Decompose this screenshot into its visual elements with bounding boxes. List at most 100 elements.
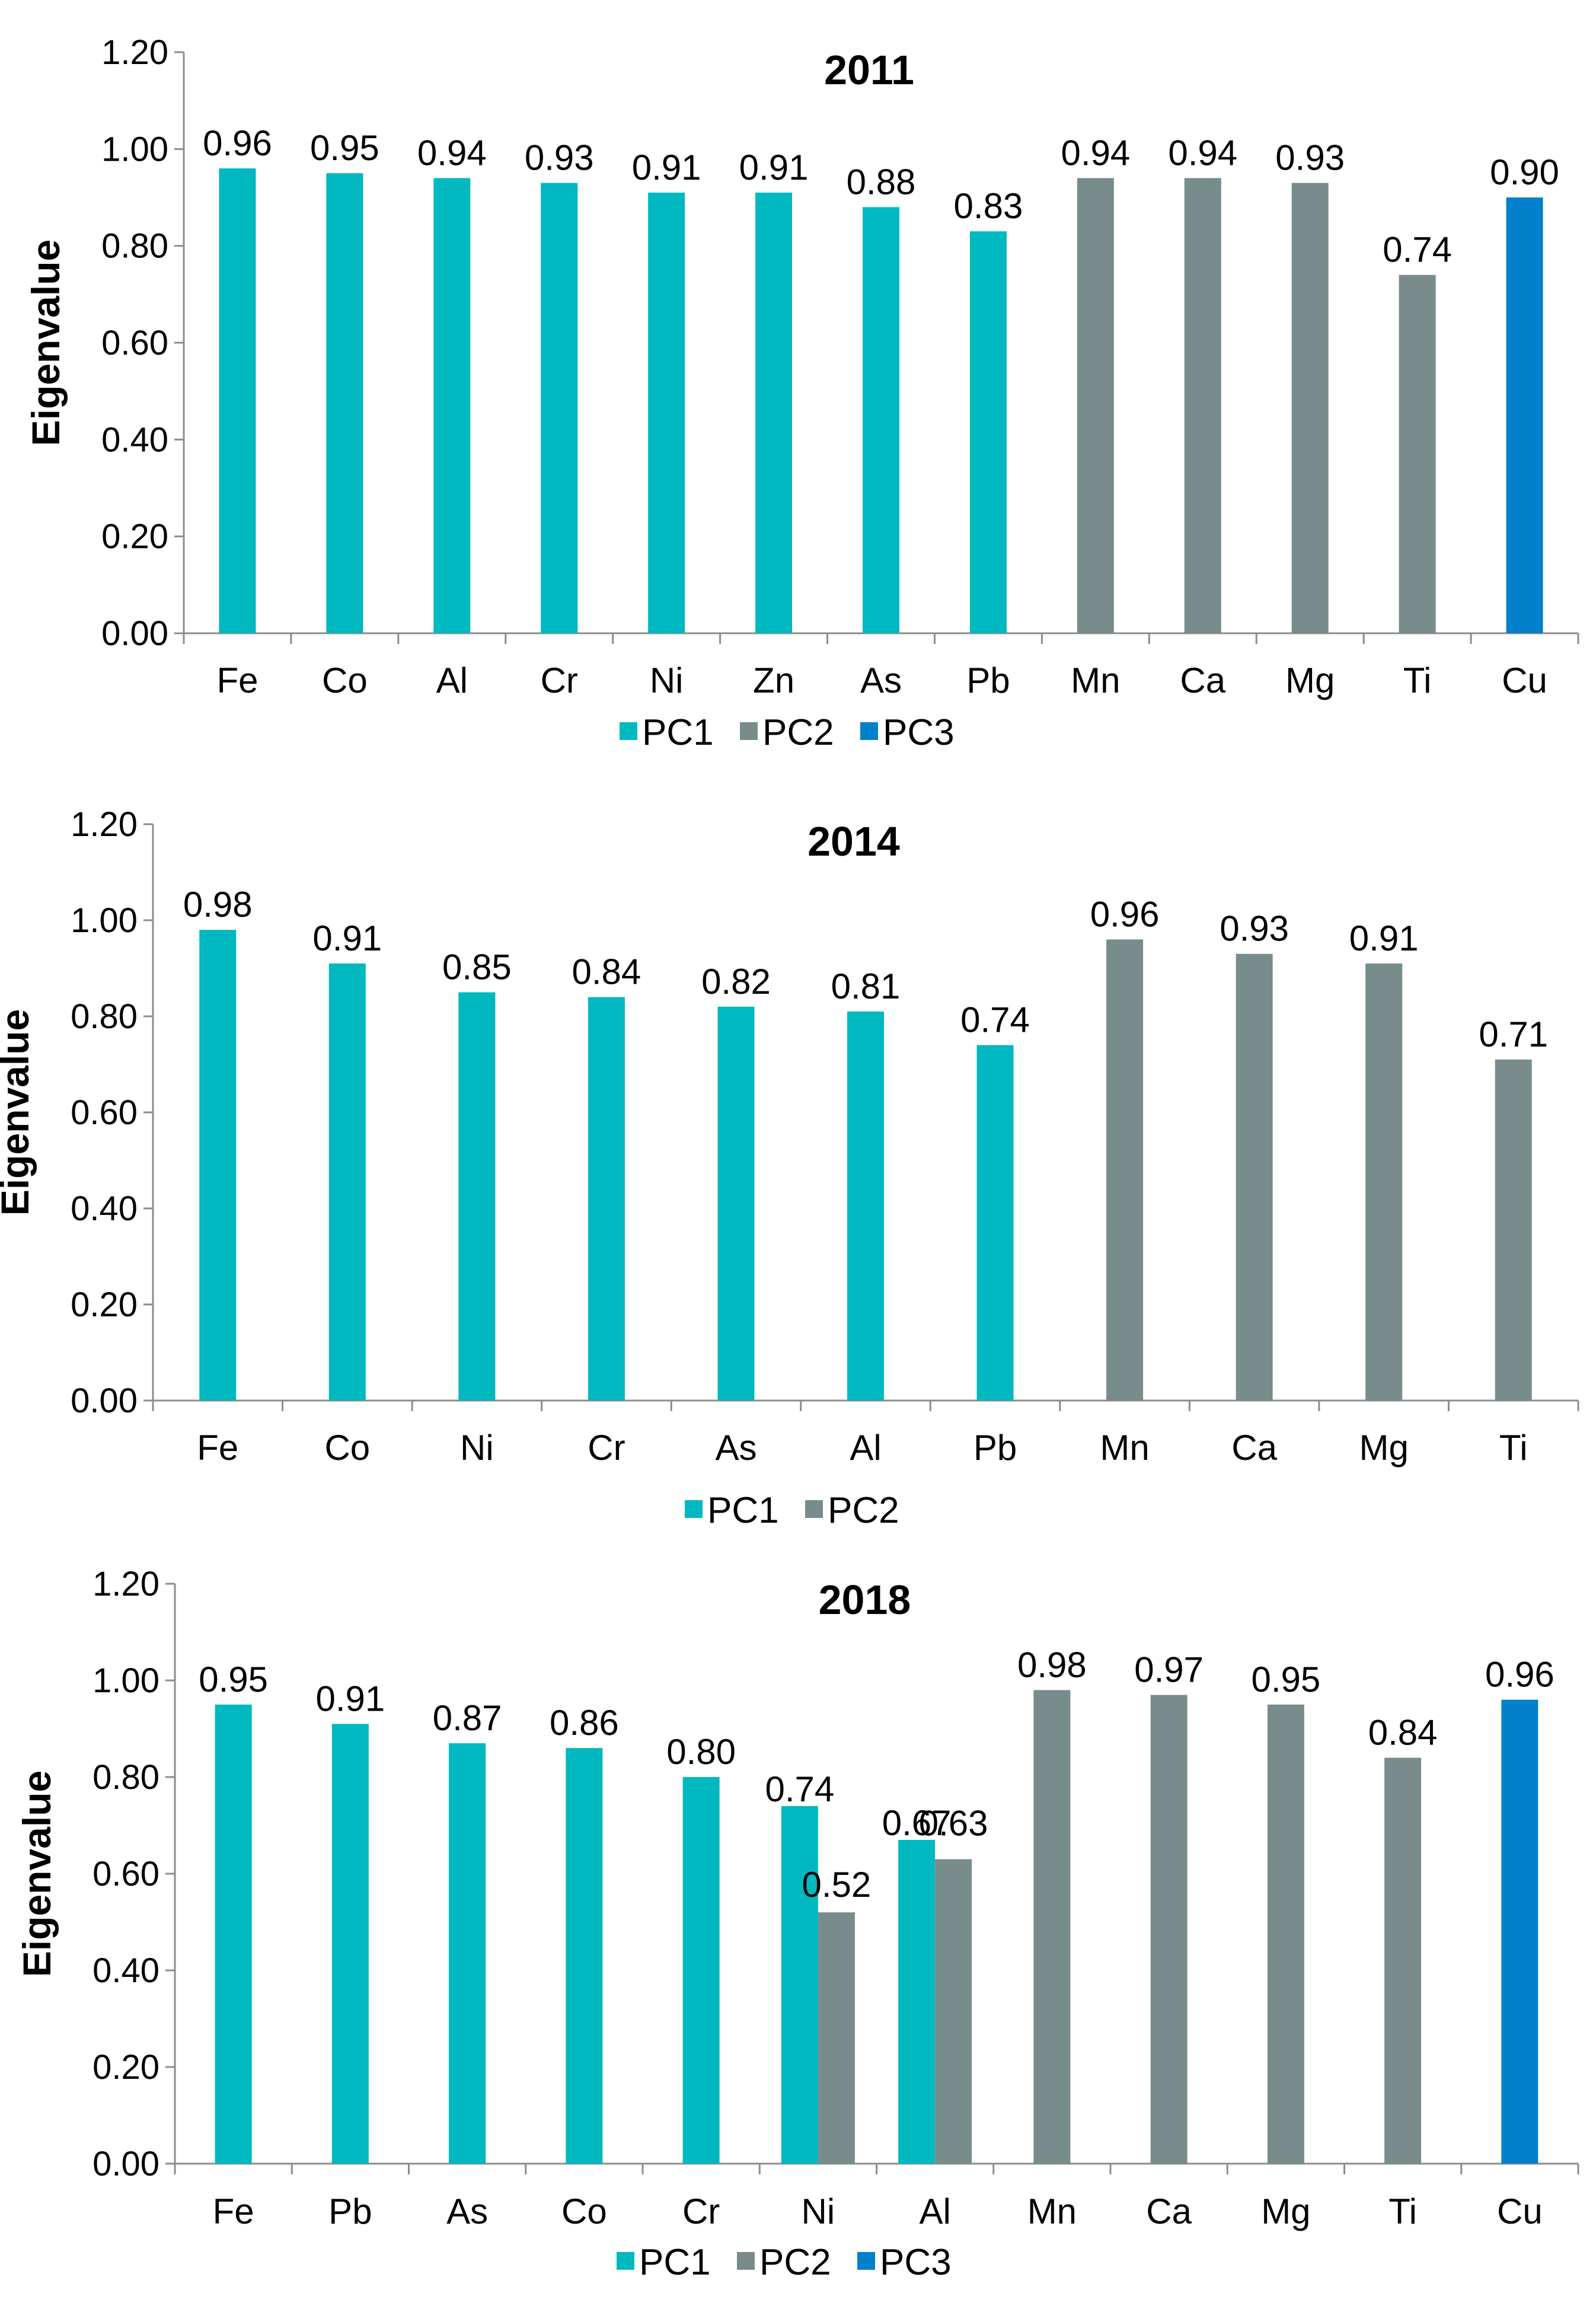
data-label-Mg-PC2: 0.91 xyxy=(1349,918,1419,958)
chart-title: 2014 xyxy=(807,818,900,865)
legend-label-PC2: PC2 xyxy=(828,1490,899,1531)
data-label-Al-PC2: 0.63 xyxy=(919,1804,988,1843)
data-label-Mg-PC2: 0.95 xyxy=(1251,1660,1320,1699)
y-tick-label: 1.20 xyxy=(71,805,138,844)
data-label-Ni-PC1: 0.91 xyxy=(632,148,701,187)
category-label-Cu: Cu xyxy=(1497,2192,1543,2231)
legend-swatch-PC2 xyxy=(740,722,758,740)
y-tick-label: 1.00 xyxy=(101,130,168,168)
data-label-Cr-PC1: 0.93 xyxy=(525,138,594,178)
data-label-Co-PC1: 0.86 xyxy=(550,1703,619,1743)
legend-label-PC3: PC3 xyxy=(880,2242,952,2283)
bar-Co-PC1 xyxy=(566,1748,603,2164)
bar-Ti-PC2 xyxy=(1399,275,1436,634)
category-label-Pb: Pb xyxy=(966,661,1010,700)
category-label-Fe: Fe xyxy=(213,2192,254,2231)
legend-swatch-PC1 xyxy=(685,1500,703,1518)
data-label-Co-PC1: 0.95 xyxy=(310,128,379,168)
bar-Co-PC1 xyxy=(326,173,363,634)
y-tick-label: 0.40 xyxy=(101,420,168,459)
y-tick-label: 0.60 xyxy=(101,324,168,362)
bar-Pb-PC1 xyxy=(969,231,1007,634)
legend-label-PC3: PC3 xyxy=(883,712,955,753)
category-label-Ca: Ca xyxy=(1146,2192,1192,2231)
category-label-Ti: Ti xyxy=(1388,2192,1417,2231)
data-label-Al-PC1: 0.81 xyxy=(831,967,901,1006)
legend-swatch-PC2 xyxy=(737,2252,755,2270)
category-label-Co: Co xyxy=(322,661,368,700)
category-label-Fe: Fe xyxy=(197,1428,238,1468)
bar-As-PC1 xyxy=(717,1006,755,1401)
category-label-Pb: Pb xyxy=(328,2192,372,2231)
data-label-Ti-PC2: 0.84 xyxy=(1368,1712,1438,1752)
data-label-Ti-PC2: 0.71 xyxy=(1479,1015,1548,1054)
legend-swatch-PC3 xyxy=(857,2252,875,2270)
category-label-Co: Co xyxy=(324,1428,370,1468)
y-axis-label: Eigenvalue xyxy=(0,1009,37,1216)
y-tick-label: 0.80 xyxy=(101,227,168,266)
category-label-Cr: Cr xyxy=(541,661,578,700)
data-label-As-PC1: 0.88 xyxy=(847,162,916,202)
y-tick-label: 1.20 xyxy=(92,1565,159,1603)
bar-Zn-PC1 xyxy=(755,192,793,633)
category-label-Al: Al xyxy=(919,2192,950,2231)
bar-Ti-PC2 xyxy=(1384,1757,1422,2164)
data-label-Mg-PC2: 0.93 xyxy=(1275,138,1345,178)
chart-2011: 0.00 0.20 0.40 0.60 0.80 1.00 1.20 Fe Co Al Cr Ni Zn… xyxy=(24,33,1579,753)
category-label-Cr: Cr xyxy=(682,2192,720,2231)
bar-As-PC1 xyxy=(863,207,899,633)
category-label-Al: Al xyxy=(436,661,468,700)
y-tick-label: 0.20 xyxy=(101,518,168,556)
bar-Cr-PC1 xyxy=(541,183,578,633)
legend-label-PC1: PC1 xyxy=(642,712,714,753)
data-label-Cr-PC1: 0.80 xyxy=(666,1732,736,1772)
y-tick-label: 0.80 xyxy=(71,997,138,1036)
data-label-Fe-PC1: 0.95 xyxy=(199,1660,268,1699)
data-label-Cu-PC3: 0.90 xyxy=(1490,152,1559,192)
data-label-Fe-PC1: 0.96 xyxy=(203,123,272,163)
data-label-As-PC1: 0.87 xyxy=(433,1698,502,1738)
data-label-Mn-PC2: 0.96 xyxy=(1090,894,1160,934)
data-label-Ti-PC2: 0.74 xyxy=(1383,230,1452,270)
category-label-Ca: Ca xyxy=(1180,661,1225,700)
data-label-Pb-PC1: 0.91 xyxy=(315,1679,385,1718)
legend-label-PC1: PC1 xyxy=(707,1490,779,1531)
data-label-Mn-PC2: 0.94 xyxy=(1061,133,1130,173)
y-tick-label: 0.40 xyxy=(92,1951,159,1990)
y-tick-label: 1.20 xyxy=(101,33,168,72)
bar-Ti-PC2 xyxy=(1495,1059,1532,1401)
data-label-Fe-PC1: 0.98 xyxy=(183,885,253,924)
y-tick-label: 0.00 xyxy=(101,614,168,653)
bar-Cr-PC1 xyxy=(588,997,625,1401)
data-label-Ni-PC1: 0.74 xyxy=(765,1769,834,1809)
category-label-As: As xyxy=(446,2192,488,2231)
legend-label-PC2: PC2 xyxy=(759,2242,831,2283)
y-tick-label: 0.00 xyxy=(71,1382,138,1420)
bar-Ca-PC2 xyxy=(1184,178,1221,633)
category-label-Pb: Pb xyxy=(973,1428,1017,1468)
category-label-Ca: Ca xyxy=(1231,1428,1277,1468)
y-axis-label: Eigenvalue xyxy=(15,1771,59,1977)
chart-title: 2018 xyxy=(819,1577,911,1623)
category-label-Cu: Cu xyxy=(1502,661,1547,700)
bar-Fe-PC1 xyxy=(215,1704,252,2164)
data-label-Ni-PC1: 0.85 xyxy=(442,948,512,987)
category-label-Co: Co xyxy=(561,2192,607,2231)
data-label-Pb-PC1: 0.83 xyxy=(954,186,1023,226)
bar-Cr-PC1 xyxy=(682,1777,720,2164)
y-tick-label: 0.00 xyxy=(92,2145,159,2183)
category-label-Zn: Zn xyxy=(753,661,794,700)
data-label-Cu-PC3: 0.96 xyxy=(1485,1655,1554,1695)
bar-Co-PC1 xyxy=(328,963,366,1401)
legend-swatch-PC1 xyxy=(620,722,637,740)
category-label-Al: Al xyxy=(850,1428,881,1468)
data-label-Zn-PC1: 0.91 xyxy=(739,148,809,187)
data-label-As-PC1: 0.82 xyxy=(701,962,771,1001)
bar-Mg-PC2 xyxy=(1267,1704,1304,2164)
bar-Cu-PC3 xyxy=(1501,1699,1538,2164)
category-label-Cr: Cr xyxy=(588,1428,625,1468)
y-tick-label: 0.20 xyxy=(92,2048,159,2087)
data-label-Ca-PC2: 0.97 xyxy=(1134,1650,1204,1689)
bar-Ni-PC1 xyxy=(781,1806,818,2164)
